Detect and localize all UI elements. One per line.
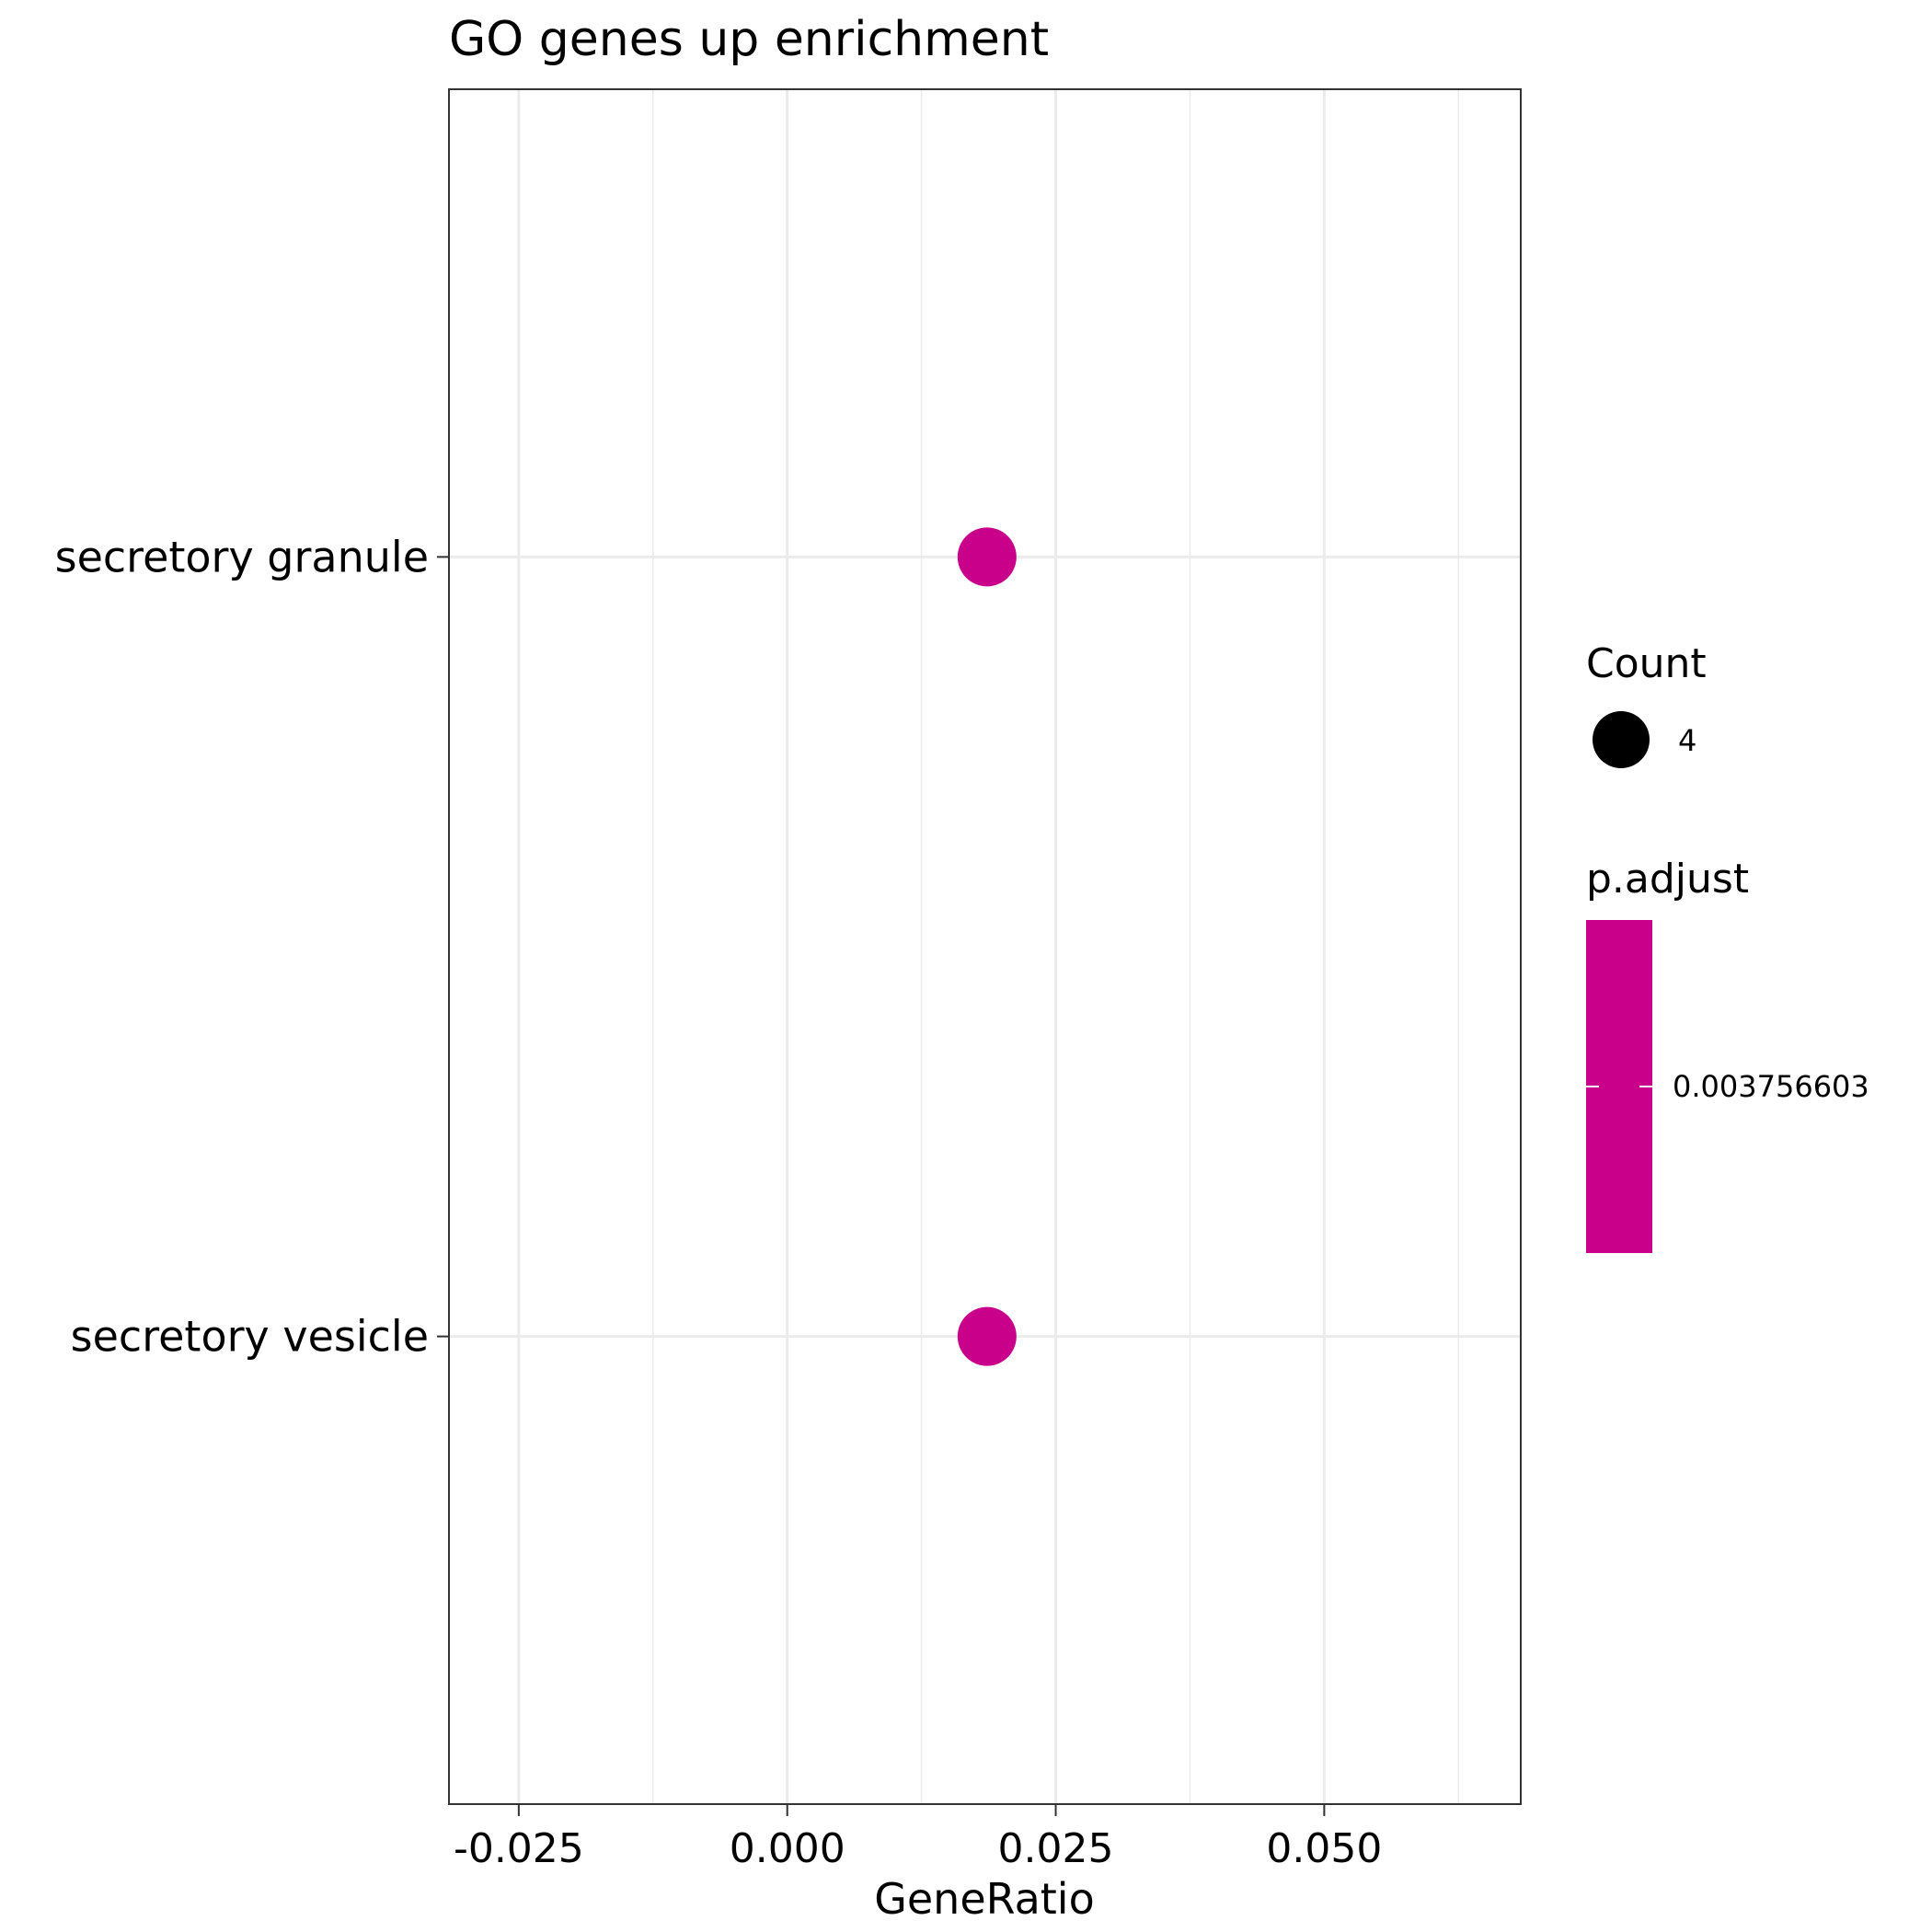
data-points <box>957 527 1017 1366</box>
x-tick-label: 0.025 <box>998 1825 1114 1872</box>
legend: Count 4 p.adjust 0.003756603 <box>1586 640 1869 1253</box>
x-tick-label: 0.050 <box>1266 1825 1382 1872</box>
x-tick-label: 0.000 <box>730 1825 845 1872</box>
chart-title: GO genes up enrichment <box>449 12 1049 67</box>
plot-panel-border <box>448 88 1522 1805</box>
grid-lines <box>449 89 1521 1804</box>
y-tick-label: secretory granule <box>55 532 429 581</box>
data-point <box>957 527 1017 587</box>
x-axis: -0.025 0.000 0.025 0.050 <box>454 1804 1382 1872</box>
x-axis-label: GeneRatio <box>874 1874 1095 1924</box>
legend-size-label: 4 <box>1678 723 1696 758</box>
legend-size-title: Count <box>1586 640 1707 687</box>
y-tick-label: secretory vesicle <box>71 1312 429 1362</box>
legend-color-label: 0.003756603 <box>1673 1069 1869 1104</box>
data-point <box>957 1306 1017 1366</box>
legend-size-key <box>1593 711 1650 768</box>
legend-color-title: p.adjust <box>1586 856 1749 903</box>
y-axis: secretory granule secretory vesicle <box>55 532 449 1362</box>
x-tick-label: -0.025 <box>454 1825 584 1872</box>
